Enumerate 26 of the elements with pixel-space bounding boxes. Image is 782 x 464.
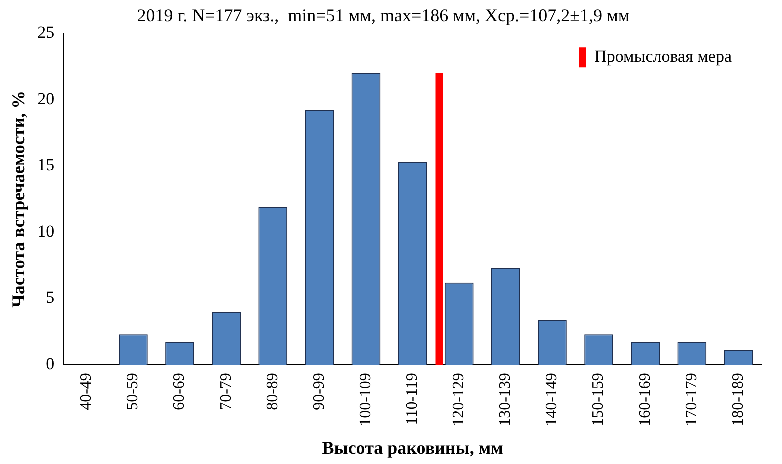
bar xyxy=(436,73,444,366)
y-tick-label: 20 xyxy=(38,89,55,108)
x-tick-label: 140-149 xyxy=(544,373,561,426)
x-tick-label: 40-49 xyxy=(78,373,96,410)
x-tick-label: 110-119 xyxy=(404,373,422,426)
x-tick-label: 120-129 xyxy=(450,373,468,426)
x-tick-label: 100-109 xyxy=(357,373,374,426)
y-tick-label: 5 xyxy=(46,288,55,308)
y-tick-label: 0 xyxy=(46,354,55,374)
y-axis-title: Частота встречаемости, % xyxy=(8,90,28,308)
chart-title: 2019 г. N=177 экз., min=51 мм, max=186 мм, Xср.=107,2±1,9 мм xyxy=(137,6,630,26)
x-tick-label: 70-79 xyxy=(218,373,235,410)
x-tick-label: 150-159 xyxy=(590,373,608,426)
y-tick-label: 25 xyxy=(38,23,55,42)
x-tick-label: 130-139 xyxy=(497,373,514,426)
y-tick-label: 15 xyxy=(38,156,55,175)
y-tick-label: 10 xyxy=(38,222,55,241)
x-tick-label: 60-69 xyxy=(171,373,188,410)
x-tick-label: 80-89 xyxy=(264,373,282,410)
legend-label: Промысловая мера xyxy=(594,47,732,66)
x-tick-label: 170-179 xyxy=(683,373,700,426)
x-tick-label: 180-189 xyxy=(730,373,747,426)
x-tick-label: 50-59 xyxy=(124,373,142,410)
x-tick-label: 90-99 xyxy=(310,373,328,410)
x-tick-label: 160-169 xyxy=(636,373,654,426)
x-axis-title: Высота раковины, мм xyxy=(322,438,504,458)
